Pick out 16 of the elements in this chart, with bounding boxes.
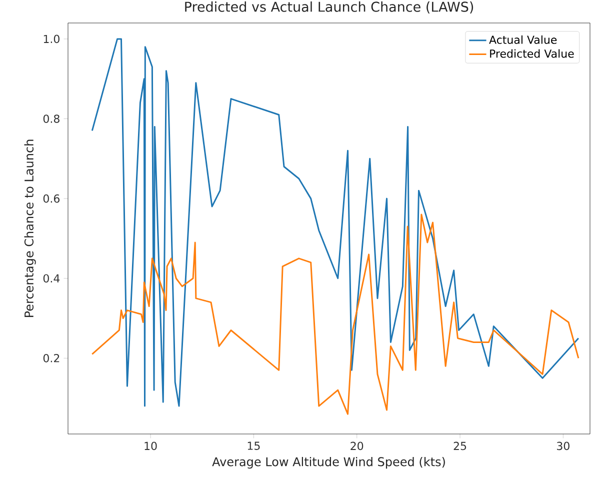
legend-label: Actual Value — [489, 35, 557, 44]
y-tick-label: 0.4 — [43, 274, 60, 283]
y-tick-label: 0.2 — [43, 354, 60, 362]
x-tick-label: 15 — [248, 442, 260, 450]
x-tick-label: 25 — [454, 442, 466, 450]
chart-title: Predicted vs Actual Launch Chance (LAWS) — [185, 1, 474, 14]
legend-label: Predicted Value — [490, 49, 574, 58]
x-tick-label: 10 — [144, 442, 157, 450]
y-axis-title: Percentage Chance to Launch — [24, 140, 36, 317]
line-series — [91, 214, 580, 415]
y-tick-label: 0.8 — [43, 114, 60, 123]
x-tick-label: 20 — [350, 442, 364, 450]
x-axis-title: Average Low Altitude Wind Speed (kts) — [212, 456, 445, 469]
y-tick-label: 1.0 — [44, 34, 60, 44]
y-tick-label: 0.6 — [43, 194, 60, 203]
x-tick-label: 30 — [557, 442, 570, 450]
